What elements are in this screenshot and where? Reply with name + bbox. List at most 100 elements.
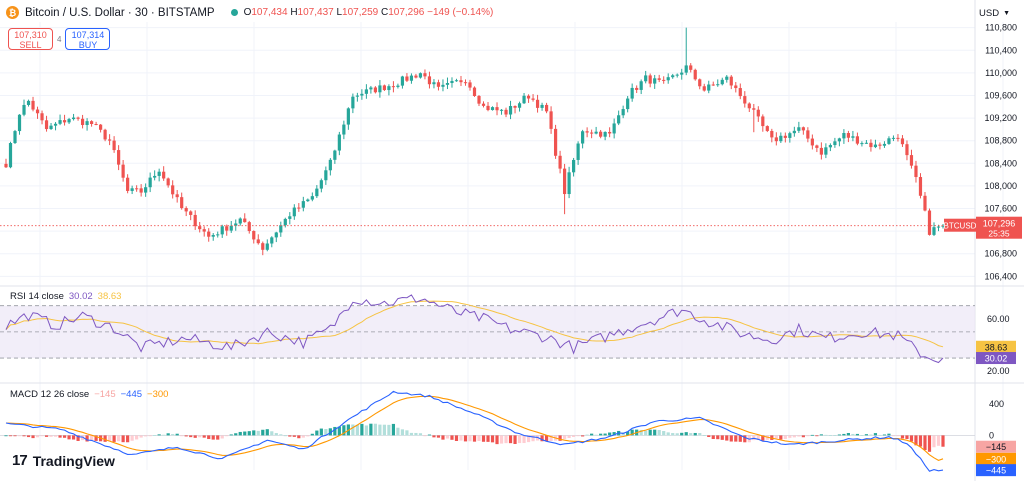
macd-histogram-bar [576, 435, 580, 437]
macd-histogram-bar [193, 435, 197, 438]
candle-body [860, 143, 864, 145]
candle-body [22, 104, 26, 115]
candle-body [707, 84, 711, 91]
macd-histogram-bar [364, 425, 368, 436]
candle-body [810, 138, 814, 146]
macd-histogram-bar [608, 432, 612, 436]
macd-histogram-bar [797, 435, 801, 437]
candle-body [148, 177, 152, 188]
candle-body [828, 145, 832, 148]
macd-histogram-bar [351, 424, 355, 436]
macd-histogram-bar [864, 434, 869, 436]
candle-body [842, 133, 846, 139]
candle-body [765, 126, 769, 131]
candle-body [621, 109, 625, 116]
candle-body [684, 65, 688, 73]
macd-histogram-bar [310, 433, 314, 436]
candle-body [837, 138, 841, 142]
buy-button[interactable]: 107,314 BUY [65, 28, 111, 50]
macd-histogram-bar [810, 434, 814, 436]
macd-histogram-bar [779, 435, 783, 440]
macd-legend: MACD 12 26 close −145 −445 −300 [10, 389, 169, 400]
symbol-title[interactable]: Bitcoin / U.S. Dollar · 30 · BITSTAMP [25, 6, 215, 19]
sell-button[interactable]: 107,310 SELL [8, 28, 53, 50]
candle-body [261, 243, 265, 250]
candle-body [256, 239, 260, 244]
market-status-icon [230, 9, 238, 16]
macd-histogram-bar [207, 435, 211, 440]
macd-histogram-bar [261, 429, 265, 436]
macd-histogram-bar [504, 435, 508, 444]
candle-body [324, 170, 328, 181]
candle-body [162, 171, 166, 179]
candle-body [387, 86, 391, 91]
candle-body [220, 226, 224, 235]
macd-value-badge [976, 464, 1016, 477]
candle-body [499, 109, 504, 111]
macd-histogram-bar [427, 434, 432, 436]
candle-body [13, 131, 17, 144]
candle-body [44, 120, 49, 130]
macd-histogram-bar [369, 423, 373, 436]
bitcoin-icon: ₿ [6, 6, 19, 19]
macd-histogram-bar [860, 435, 864, 436]
macd-histogram-bar [436, 435, 441, 438]
macd-histogram-bar [184, 435, 188, 437]
macd-histogram-bar [342, 425, 346, 436]
candle-body [675, 74, 679, 76]
macd-histogram-bar [13, 435, 17, 437]
macd-histogram-bar [630, 429, 634, 436]
macd-histogram-bar [94, 435, 98, 441]
candle-body [49, 125, 53, 130]
tradingview-logo[interactable]: 17 TradingView [12, 452, 115, 469]
macd-histogram-bar [292, 435, 296, 437]
macd-histogram-bar [76, 435, 80, 441]
macd-signal-badge-label: −300 [986, 454, 1006, 464]
price-tick-label: 106,800 [984, 249, 1017, 259]
macd-histogram-bar [162, 434, 166, 436]
macd-histogram-bar [144, 435, 148, 437]
candle-body [62, 120, 67, 123]
candle-body [936, 226, 941, 228]
candle-body [689, 65, 693, 70]
candle-body [747, 103, 751, 109]
macd-histogram-bar [702, 435, 706, 436]
candle-body [234, 223, 238, 226]
candle-body [297, 207, 301, 209]
price-tick-label: 110,400 [985, 45, 1017, 55]
macd-histogram-bar [878, 434, 882, 436]
macd-histogram-bar [468, 435, 472, 442]
candle-body [103, 129, 107, 140]
candle-body [581, 131, 585, 144]
candle-body [833, 141, 837, 146]
macd-histogram-bar [44, 435, 49, 437]
candle-body [436, 82, 441, 87]
currency-selector[interactable]: USD ▼ [979, 8, 1010, 19]
candle-body [630, 87, 634, 99]
candle-body [797, 127, 801, 131]
candle-body [274, 232, 278, 238]
macd-histogram-bar [824, 434, 828, 436]
candle-body [382, 85, 387, 91]
macd-histogram-bar [189, 435, 193, 438]
candle-body [166, 178, 170, 186]
candle-body [612, 123, 616, 134]
candle-body [8, 143, 13, 168]
macd-histogram-bar [923, 435, 927, 450]
candle-body [864, 142, 869, 144]
candle-body [711, 84, 715, 86]
candle-body [40, 113, 44, 121]
candle-body [319, 180, 323, 189]
rsi-tick-label: 20.00 [987, 366, 1010, 376]
macd-histogram-bar [734, 435, 738, 442]
candle-body [468, 82, 472, 88]
macd-histogram-bar [333, 426, 337, 436]
macd-histogram-bar [477, 435, 481, 442]
macd-signal-badge [976, 452, 1016, 465]
candle-body [472, 87, 477, 97]
candle-body [373, 87, 377, 93]
macd-histogram-bar [445, 435, 450, 439]
macd-histogram-bar [373, 423, 377, 436]
price-tick-label: 106,400 [984, 271, 1017, 281]
